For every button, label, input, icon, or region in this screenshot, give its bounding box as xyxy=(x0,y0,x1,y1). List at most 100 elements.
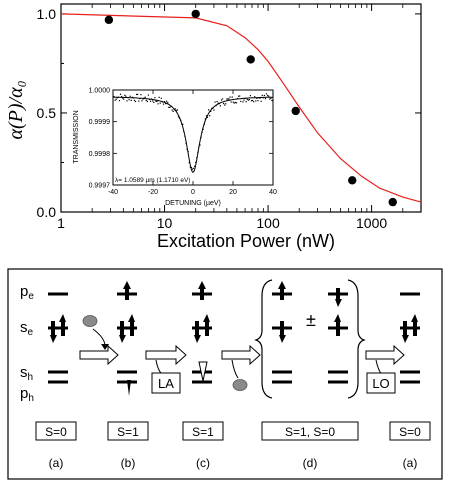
inset-data-point xyxy=(264,98,267,100)
inset-data-point xyxy=(230,101,232,103)
spin-box-b xyxy=(107,421,149,441)
inset-data-point xyxy=(146,100,148,103)
phonon-box-lo xyxy=(366,372,396,394)
inset-data-point xyxy=(168,106,170,109)
inset-data-point xyxy=(247,99,249,101)
inset-x-tick-label: -20 xyxy=(148,189,158,196)
data-point xyxy=(348,176,357,185)
data-point xyxy=(191,9,200,19)
inset-data-point xyxy=(242,101,244,103)
inset-data-point xyxy=(269,98,271,100)
inset-data-point xyxy=(227,98,229,100)
inset-data-point xyxy=(213,109,215,111)
panel-label-a: (a) xyxy=(49,456,64,470)
inset-data-point xyxy=(259,97,261,99)
inset-data-point xyxy=(219,105,221,107)
inset-data-point xyxy=(166,100,168,102)
panel-label-d: (d) xyxy=(303,456,318,470)
transition-arrow-4 xyxy=(365,344,405,366)
inset-data-point xyxy=(207,109,210,111)
inset-data-point xyxy=(265,93,268,95)
inset-data-point xyxy=(157,103,159,105)
inset-data-point xyxy=(194,165,196,167)
inset-data-point xyxy=(255,100,257,102)
inset-fit-curve xyxy=(113,96,273,174)
inset-data-point xyxy=(169,106,171,109)
inset-data-point xyxy=(136,93,138,96)
inset-data-point xyxy=(228,98,230,100)
inset-data-point xyxy=(195,161,197,164)
inset-data-point xyxy=(206,116,209,118)
inset-data-point xyxy=(129,95,131,97)
inset-data-point xyxy=(126,100,128,102)
inset-data-point xyxy=(220,99,223,101)
inset-data-point xyxy=(140,94,142,96)
y-tick-label: 0.0 xyxy=(37,204,57,220)
transition-arrow-2 xyxy=(145,344,187,366)
inset-data-point xyxy=(158,96,160,98)
inset-data-point xyxy=(137,93,139,95)
column-b-spin-arrows xyxy=(119,281,135,396)
inset-data-point xyxy=(223,102,225,105)
inset-data-point xyxy=(263,94,266,97)
column-b-levels xyxy=(117,292,137,384)
inset-data-point xyxy=(134,100,137,103)
inset-y-title: TRANSMISSION xyxy=(73,110,80,163)
spin-label-b: S=1 xyxy=(117,425,139,439)
inset-x-ticks: -40 -20 0 20 40 xyxy=(108,90,277,196)
spin-label-c: S=1 xyxy=(192,425,214,439)
main-plot-frame xyxy=(60,3,422,213)
inset-data-point xyxy=(260,100,262,102)
inset-data-point xyxy=(152,100,154,102)
inset-data-point xyxy=(182,123,184,125)
main-x-ticks: 1 10 100 1000 xyxy=(57,4,422,231)
inset-data-point xyxy=(115,98,117,100)
inset-data-point xyxy=(177,116,180,118)
spin-box-a2 xyxy=(389,421,431,441)
inset-data-point xyxy=(147,94,150,96)
inset-y-tick-label: 0.9999 xyxy=(89,119,111,126)
inset-data-point xyxy=(267,94,269,97)
inset-data-point xyxy=(217,102,219,104)
inset-data-point xyxy=(254,96,256,98)
inset-data-point xyxy=(210,110,212,112)
column-a2-spin-arrows xyxy=(402,314,418,343)
inset-data-point xyxy=(239,95,241,97)
inset-data-point xyxy=(125,95,127,97)
column-a-spin-arrows xyxy=(50,314,66,343)
inset-data-point xyxy=(245,101,247,103)
photon-blob-2-icon xyxy=(232,379,248,391)
spin-box-a xyxy=(35,421,77,441)
inset-data-point xyxy=(123,98,125,100)
y-axis-title: α(P)/α₀ xyxy=(5,80,27,139)
inset-data-point xyxy=(130,99,132,102)
inset-data-point xyxy=(209,115,211,117)
inset-data-point xyxy=(192,167,195,169)
inset-data-point xyxy=(120,96,123,98)
fit-curve xyxy=(61,13,421,203)
left-brace xyxy=(254,279,273,399)
phonon-label-lo: LO xyxy=(372,376,389,391)
inset-data-point xyxy=(232,101,234,103)
inset-data-point xyxy=(202,128,204,130)
inset-data-point xyxy=(188,161,190,164)
inset-data-point xyxy=(268,95,270,97)
inset-data-point xyxy=(214,101,216,103)
transition-arrow-1 xyxy=(79,344,119,366)
label-sh: sh xyxy=(20,364,33,383)
inset-data-point xyxy=(272,93,273,95)
inset-data-point xyxy=(114,99,116,101)
panel-label-a2: (a) xyxy=(403,456,418,470)
plus-minus-sign: ± xyxy=(306,310,316,330)
spin-box-c xyxy=(182,421,224,441)
inset-annotation: λ= 1.0589 µm (1.1710 eV) xyxy=(115,177,190,184)
data-point xyxy=(104,15,114,25)
inset-data-point xyxy=(246,98,248,100)
inset-x-title: DETUNING (µeV) xyxy=(165,200,221,207)
inset-data-point xyxy=(243,99,245,101)
data-point xyxy=(388,197,397,207)
inset-data-point xyxy=(124,94,126,96)
inset-data-point xyxy=(240,100,242,103)
inset-data-point xyxy=(253,101,255,103)
inset-data-point xyxy=(159,102,161,104)
